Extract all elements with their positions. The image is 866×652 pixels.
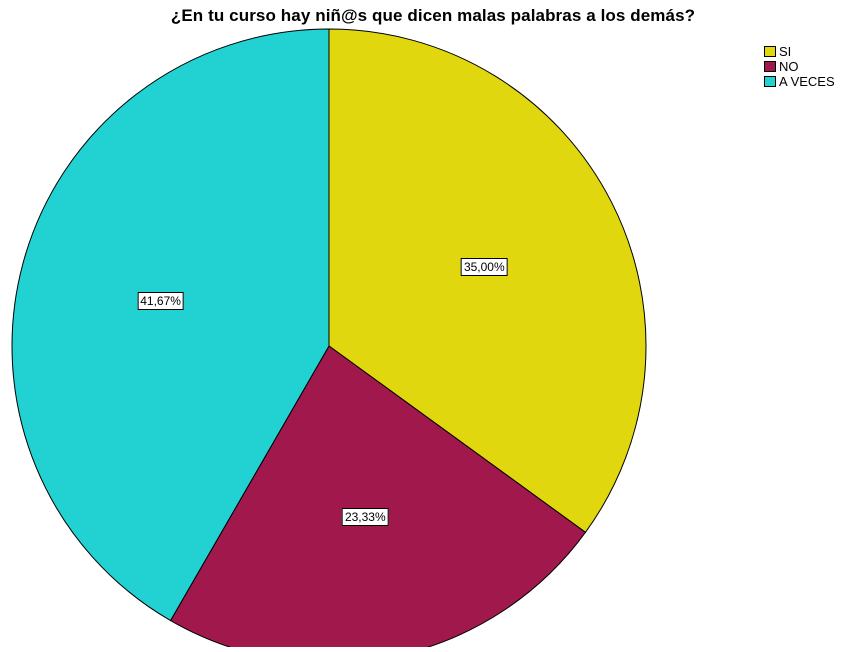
data-label-si: 35,00% [460, 257, 508, 276]
data-label-no: 23,33% [341, 507, 389, 526]
pie-slice-no [169, 345, 587, 652]
pie-slice-a-veces [11, 28, 330, 622]
legend: SI NO A VECES [764, 44, 835, 89]
pie-slice-si [328, 28, 647, 534]
chart-title: ¿En tu curso hay niñ@s que dicen malas p… [170, 6, 696, 25]
legend-swatch-no [764, 61, 776, 72]
data-label-a-veces: 41,67% [137, 291, 184, 310]
legend-swatch-si [764, 46, 776, 57]
legend-label-no: NO [779, 59, 799, 74]
legend-label-a-veces: A VECES [779, 74, 835, 89]
legend-item-si: SI [764, 44, 835, 59]
legend-item-no: NO [764, 59, 835, 74]
legend-label-si: SI [779, 44, 792, 59]
legend-swatch-a-veces [764, 76, 776, 87]
legend-item-a-veces: A VECES [764, 74, 835, 89]
